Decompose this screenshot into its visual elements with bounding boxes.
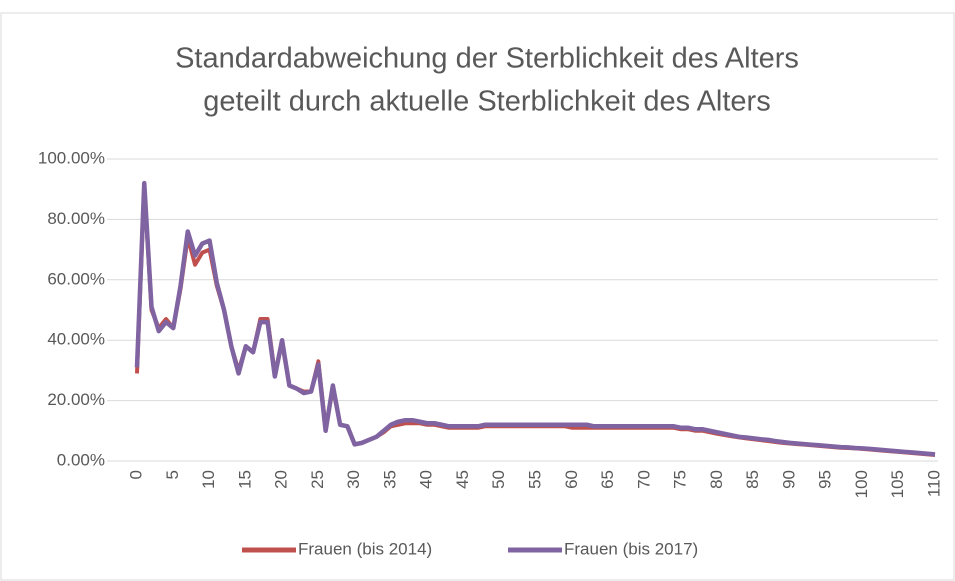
x-tick-label: 85 — [743, 470, 762, 489]
x-tick-label: 60 — [562, 470, 581, 489]
x-tick-label: 105 — [888, 470, 907, 498]
x-tick-label: 95 — [816, 470, 835, 489]
x-tick-label: 30 — [344, 470, 363, 489]
y-tick-label: 80.00% — [47, 209, 105, 228]
chart-title: Standardabweichung der Sterblichkeit des… — [175, 43, 799, 75]
legend-label: Frauen (bis 2014) — [298, 539, 432, 558]
y-tick-label: 100.00% — [38, 148, 105, 167]
x-tick-label: 110 — [924, 470, 943, 497]
chart-title: geteilt durch aktuelle Sterblichkeit des… — [203, 86, 770, 118]
x-tick-label: 70 — [634, 470, 653, 489]
y-tick-label: 20.00% — [47, 390, 105, 409]
x-tick-label: 35 — [380, 470, 399, 489]
series-line — [134, 180, 936, 457]
x-tick-label: 40 — [417, 470, 436, 489]
x-tick-label: 20 — [272, 470, 291, 489]
x-tick-label: 25 — [308, 470, 327, 489]
x-tick-label: 45 — [453, 470, 472, 489]
x-tick-label: 5 — [163, 470, 182, 479]
x-tick-label: 65 — [598, 470, 617, 489]
x-tick-label: 75 — [671, 470, 690, 489]
x-tick-label: 90 — [779, 470, 798, 489]
x-tick-label: 50 — [489, 470, 508, 489]
x-tick-label: 80 — [707, 470, 726, 489]
x-tick-label: 10 — [199, 470, 218, 489]
chart-frame — [0, 12, 955, 581]
x-tick-label: 0 — [126, 470, 145, 479]
y-tick-label: 40.00% — [47, 330, 105, 349]
x-tick-label: 15 — [235, 470, 254, 489]
x-tick-label: 100 — [852, 470, 871, 498]
x-tick-label: 55 — [525, 470, 544, 489]
y-tick-label: 60.00% — [47, 269, 105, 288]
legend-label: Frauen (bis 2017) — [564, 539, 698, 558]
y-tick-label: 0.00% — [57, 450, 105, 469]
